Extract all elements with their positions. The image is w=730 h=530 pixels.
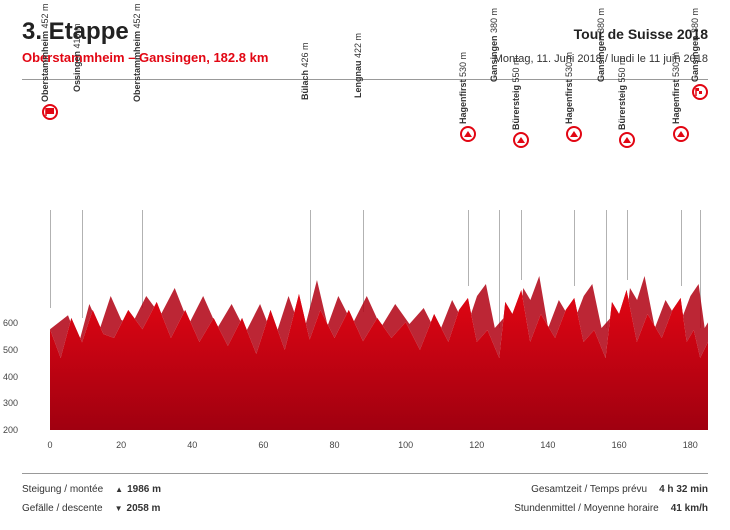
- x-tick: 40: [187, 440, 197, 450]
- y-tick: 400: [3, 372, 18, 382]
- marker-label: Hagenfirst 530 m: [564, 52, 574, 124]
- finish-icon: [692, 84, 708, 100]
- x-tick: 160: [612, 440, 627, 450]
- x-tick: 100: [398, 440, 413, 450]
- marker-label: Ossingen 419 m: [72, 23, 82, 92]
- down-triangle-icon: ▼: [115, 504, 123, 513]
- elevation-chart: 200300400500600 020406080100120140160180: [22, 310, 708, 430]
- x-tick: 120: [469, 440, 484, 450]
- marker-label: Gansingen 380 m: [690, 8, 700, 82]
- marker-label: Bürersteig 550 m: [617, 57, 627, 130]
- up-triangle-icon: ▲: [115, 485, 123, 494]
- x-axis-labels: 0 20 40 60 80 100 120 140 160 180: [50, 440, 708, 460]
- marker-label: Lengnau 422 m: [353, 33, 363, 98]
- start-icon: [42, 104, 58, 120]
- descent-label: Gefälle / descente: [22, 503, 103, 514]
- x-tick: 140: [540, 440, 555, 450]
- footer-divider: [22, 473, 708, 474]
- x-tick: 60: [258, 440, 268, 450]
- marker-label: Gansingen 380 m: [489, 8, 499, 82]
- climb-icon: [619, 132, 635, 148]
- marker-label: Bülach 426 m: [300, 42, 310, 100]
- speed-label: Stundenmittel / Moyenne horaire: [514, 503, 659, 514]
- climb-label: Steigung / montée: [22, 484, 103, 495]
- footer: Steigung / montée ▲ 1986 m Gesamtzeit / T…: [22, 473, 708, 518]
- climb-icon: [460, 126, 476, 142]
- x-tick: 0: [47, 440, 52, 450]
- y-tick: 500: [3, 345, 18, 355]
- time-value: 4 h 32 min: [659, 484, 708, 495]
- y-tick: 200: [3, 425, 18, 435]
- y-tick: 300: [3, 398, 18, 408]
- climb-value: 1986 m: [127, 484, 161, 495]
- marker-label: Oberstammheim 452 m: [40, 3, 50, 102]
- marker-label: Oberstammheim 452 m: [132, 3, 142, 102]
- x-tick: 80: [330, 440, 340, 450]
- marker-label: Hagenfirst 530 m: [671, 52, 681, 124]
- speed-value: 41 km/h: [671, 503, 708, 514]
- descent-value: 2058 m: [127, 503, 161, 514]
- x-tick: 180: [683, 440, 698, 450]
- time-label: Gesamtzeit / Temps prévu: [531, 484, 647, 495]
- climb-icon: [513, 132, 529, 148]
- event-name: Tour de Suisse 2018: [574, 26, 708, 42]
- profile-svg: [50, 250, 708, 430]
- climb-icon: [673, 126, 689, 142]
- marker-label: Hagenfirst 530 m: [458, 52, 468, 124]
- marker-label: Gansingen 380 m: [596, 8, 606, 82]
- climb-icon: [566, 126, 582, 142]
- x-tick: 20: [116, 440, 126, 450]
- marker-label: Bürersteig 550 m: [511, 57, 521, 130]
- y-tick: 600: [3, 318, 18, 328]
- route-text: Oberstammheim – Gansingen, 182.8 km: [22, 50, 268, 65]
